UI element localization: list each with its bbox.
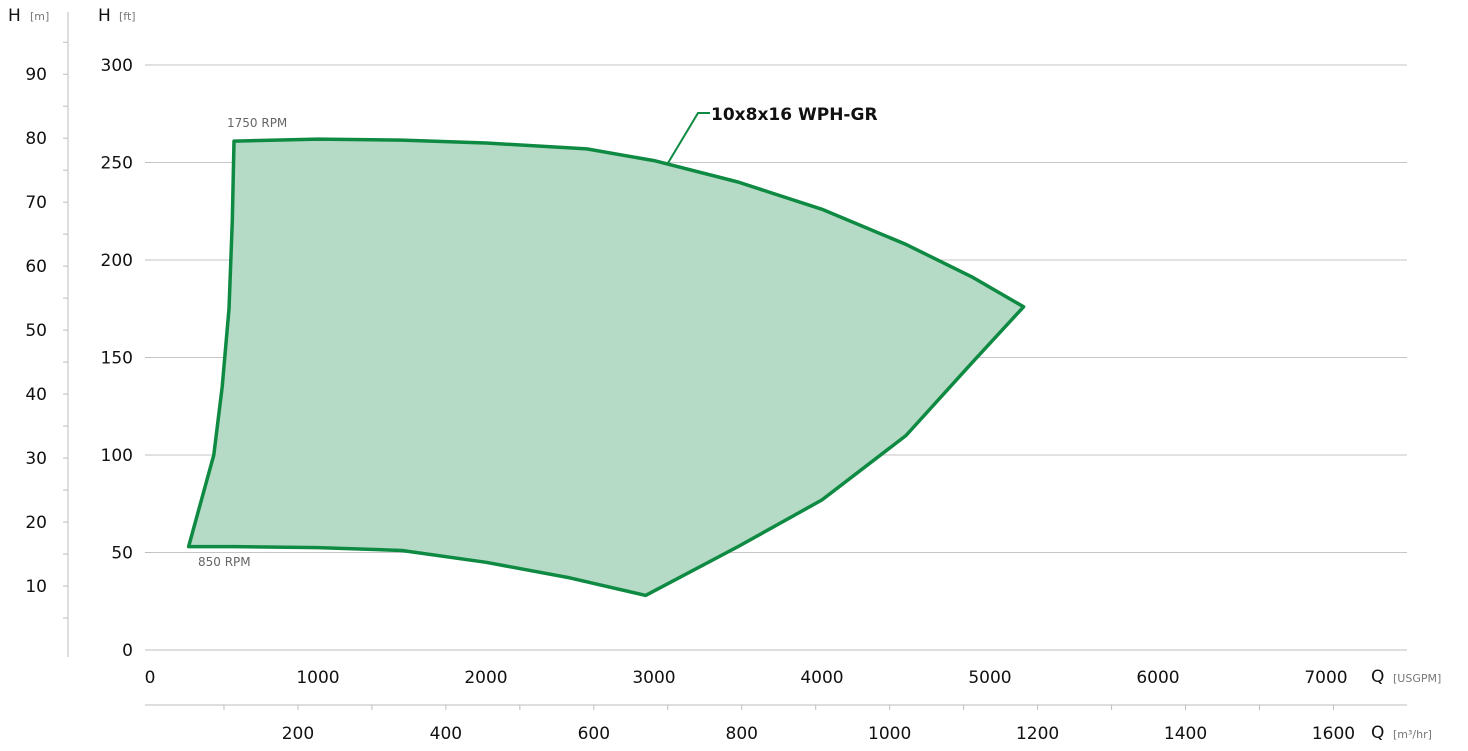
bottom-usgpm-axis-unit: [USGPM] [1393, 672, 1441, 685]
usgpm-tick-label: 7000 [1304, 668, 1347, 688]
usgpm-tick-label: 1000 [296, 668, 339, 688]
m-tick-label: 50 [25, 321, 47, 341]
usgpm-tick-label: 6000 [1136, 668, 1179, 688]
bottom-usgpm-axis-ticks: 0 1000 2000 3000 4000 5000 6000 7000 [145, 668, 1348, 688]
m3hr-tick-label: 600 [578, 724, 610, 744]
m3hr-tick-label: 400 [430, 724, 462, 744]
rpm-850-label: 850 RPM [198, 555, 251, 569]
bottom-m3hr-axis-letter: Q [1371, 723, 1384, 743]
ft-tick-label: 250 [101, 154, 133, 174]
usgpm-tick-label: 0 [145, 668, 156, 688]
bottom-m3hr-axis-unit: [m³/hr] [1393, 728, 1432, 741]
left-m-axis-letter: H [8, 6, 21, 26]
bottom-m3hr-axis-ticks: 200 400 600 800 1000 1200 1400 1600 [223, 705, 1355, 744]
left-m-axis-unit: [m] [30, 10, 49, 23]
m3hr-tick-label: 1000 [868, 724, 911, 744]
model-leader-line [667, 112, 710, 164]
m-tick-label: 20 [25, 513, 47, 533]
m3hr-tick-label: 200 [282, 724, 314, 744]
ft-tick-label: 100 [101, 446, 133, 466]
left-ft-axis-letter: H [98, 6, 111, 26]
ft-tick-label: 50 [111, 544, 133, 564]
m3hr-tick-label: 1600 [1312, 724, 1355, 744]
usgpm-tick-label: 5000 [968, 668, 1011, 688]
model-label: 10x8x16 WPH-GR [711, 105, 878, 125]
left-ft-axis-ticks: 0 50 100 150 200 250 300 [101, 56, 151, 661]
m-tick-label: 40 [25, 385, 47, 405]
usgpm-tick-label: 3000 [632, 668, 675, 688]
usgpm-tick-label: 2000 [464, 668, 507, 688]
m-tick-label: 30 [25, 449, 47, 469]
operating-envelope-area [186, 137, 1026, 598]
bottom-usgpm-axis-letter: Q [1371, 667, 1384, 687]
m-tick-label: 70 [25, 193, 47, 213]
m-tick-label: 10 [25, 577, 47, 597]
m3hr-tick-label: 1200 [1016, 724, 1059, 744]
ft-tick-label: 200 [101, 251, 133, 271]
ft-tick-label: 150 [101, 349, 133, 369]
m-tick-label: 90 [25, 65, 47, 85]
left-m-axis-ticks: 10 20 30 40 50 60 70 80 90 [25, 41, 68, 619]
m-tick-label: 80 [25, 129, 47, 149]
ft-tick-label: 0 [122, 641, 133, 661]
left-ft-axis-unit: [ft] [119, 10, 136, 23]
usgpm-tick-label: 4000 [800, 668, 843, 688]
m3hr-tick-label: 1400 [1164, 724, 1207, 744]
ft-tick-label: 300 [101, 56, 133, 76]
m3hr-tick-label: 800 [726, 724, 758, 744]
m-tick-label: 60 [25, 257, 47, 277]
rpm-1750-label: 1750 RPM [227, 116, 287, 130]
